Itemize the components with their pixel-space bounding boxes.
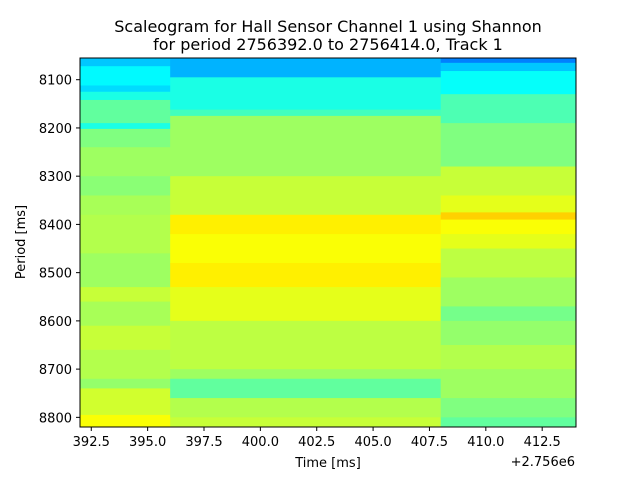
heatmap-cell-c0-b14	[80, 325, 171, 351]
x-tick-label: 400.0	[242, 435, 279, 450]
x-tick-label: 407.5	[411, 435, 448, 450]
heatmap-cell-c2-b6	[440, 195, 577, 213]
heatmap-cell-c1-b8	[170, 287, 442, 322]
chart-title-line-1: Scaleogram for Hall Sensor Channel 1 usi…	[114, 17, 542, 36]
x-tick-label: 395.0	[129, 435, 166, 450]
heatmap-cell-c2-b0	[440, 58, 577, 64]
heatmap-cell-c2-b7	[440, 212, 577, 221]
heatmap-cell-c1-b4	[170, 176, 442, 216]
heatmap-cell-c0-b11	[80, 253, 171, 288]
heatmap-cell-c2-b9	[440, 234, 577, 250]
heatmap-cell-c2-b11	[440, 277, 577, 307]
heatmap-cell-c1-b7	[170, 263, 442, 288]
heatmap-cell-c1-b0	[170, 58, 442, 78]
heatmap-cell-c1-b13	[170, 417, 442, 428]
heatmap-cell-c0-b12	[80, 287, 171, 303]
heatmap-cell-c0-b10	[80, 214, 171, 254]
x-tick-label: 402.5	[298, 435, 335, 450]
heatmap-cell-c1-b10	[170, 369, 442, 380]
heatmap-cell-c1-b6	[170, 234, 442, 264]
heatmap-cell-c0-b16	[80, 378, 171, 389]
x-axis-ticks: 392.5 395.0 397.5 400.0 402.5 405.0 407.5 410.0…	[73, 427, 561, 450]
heatmap-cell-c0-b7	[80, 147, 171, 177]
y-tick-label: 8800	[39, 411, 72, 426]
heatmap-cell-c0-b6	[80, 128, 171, 148]
x-tick-label: 410.0	[467, 435, 504, 450]
y-tick-label: 8600	[39, 315, 72, 330]
heatmap-cell-c0-b5	[80, 123, 171, 130]
x-tick-label: 412.5	[524, 435, 561, 450]
heatmap-cell-c1-b11	[170, 378, 442, 399]
heatmap-cell-c0-b17	[80, 388, 171, 416]
heatmap-cell-c2-b17	[440, 417, 577, 428]
heatmap-cell-c1-b3	[170, 115, 442, 177]
heatmap-cell-c2-b8	[440, 219, 577, 235]
heatmap-cell-c2-b14	[440, 345, 577, 370]
y-tick-label: 8300	[39, 170, 72, 185]
y-tick-label: 8100	[39, 74, 72, 89]
heatmap-cell-c2-b5	[440, 166, 577, 196]
heatmap-cell-c2-b10	[440, 248, 577, 278]
heatmap-cell-c1-b5	[170, 214, 442, 235]
x-tick-label: 392.5	[73, 435, 110, 450]
y-tick-label: 8200	[39, 122, 72, 137]
y-tick-label: 8400	[39, 218, 72, 233]
y-axis-ticks: 8100 8200 8300 8400 8500 8600 8700 8800	[39, 74, 80, 426]
heatmap-cell-c2-b4	[440, 123, 577, 168]
heatmap-cell-c0-b4	[80, 99, 171, 124]
heatmap-cell-c2-b2	[440, 71, 577, 95]
y-tick-label: 8700	[39, 363, 72, 378]
y-tick-label: 8500	[39, 267, 72, 282]
heatmap-cell-c0-b13	[80, 301, 171, 327]
heatmap-cell-c2-b15	[440, 369, 577, 399]
heatmap-cells	[80, 58, 577, 428]
y-axis-label: Period [ms]	[14, 205, 29, 279]
heatmap-cell-c0-b3	[80, 91, 171, 101]
heatmap-cell-c0-b9	[80, 195, 171, 216]
plot-frame	[79, 57, 577, 428]
x-tick-label: 405.0	[354, 435, 391, 450]
heatmap-cell-c2-b3	[440, 94, 577, 124]
heatmap-cell-c0-b2	[80, 85, 171, 93]
heatmap-cell-c1-b1	[170, 77, 442, 111]
heatmap-cell-c0-b8	[80, 176, 171, 196]
heatmap-cell-c2-b1	[440, 62, 577, 72]
heatmap-cell-c2-b16	[440, 398, 577, 418]
heatmap-cell-c0-b0	[80, 58, 171, 67]
heatmap-cell-c0-b1	[80, 66, 171, 86]
heatmap-cell-c2-b13	[440, 320, 577, 346]
x-axis-offset-label: +2.756e6	[511, 455, 575, 470]
x-axis-label: Time [ms]	[294, 456, 361, 471]
heatmap-cell-c0-b18	[80, 414, 171, 428]
heatmap-cell-c1-b9	[170, 320, 442, 370]
heatmap-cell-c2-b12	[440, 306, 577, 322]
heatmap-cell-c1-b2	[170, 109, 442, 117]
x-tick-label: 397.5	[185, 435, 222, 450]
heatmap-cell-c1-b12	[170, 398, 442, 418]
chart-title-line-2: for period 2756392.0 to 2756414.0, Track…	[153, 35, 503, 54]
heatmap-cell-c0-b15	[80, 349, 171, 380]
